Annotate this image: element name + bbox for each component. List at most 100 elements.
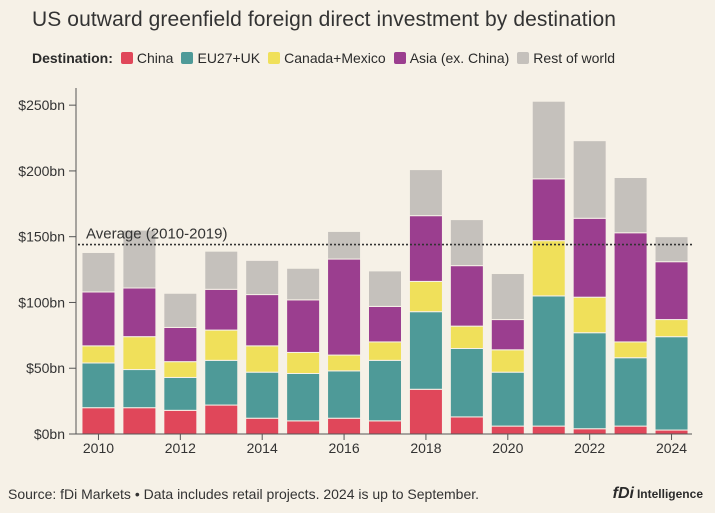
bar-segment-china-2024 [654,429,689,435]
bar-segment-asia-ex-china-2012 [163,326,198,363]
bar-segment-china-2019 [449,416,484,435]
bar-segment-eu27-uk-2011 [122,369,157,409]
bar-segment-canada-mexico-2013 [204,329,239,361]
bar-segment-eu27-uk-2016 [327,370,362,419]
bar-segment-eu27-uk-2021 [531,295,566,427]
x-tick-label: 2010 [83,440,114,456]
bar-segment-eu27-uk-2022 [572,332,607,430]
y-tick-label: $50bn [26,360,65,376]
bar-segment-rest-of-world-2023 [613,177,648,234]
legend-swatch-canada-mexico [268,52,281,64]
brand-mark: fDi [612,485,634,502]
bar-segment-asia-ex-china-2020 [490,319,525,351]
x-tick-label: 2014 [247,440,278,456]
bar-segment-china-2021 [531,425,566,435]
y-tick-label: $0bn [34,426,65,442]
bar-segment-eu27-uk-2018 [408,311,443,390]
bar-segment-asia-ex-china-2022 [572,217,607,298]
x-tick-label: 2022 [574,440,605,456]
legend-item-canada-mexico: Canada+Mexico [268,50,386,66]
bar-segment-china-2015 [286,420,321,435]
legend-swatch-china [120,52,133,64]
bar-segment-canada-mexico-2016 [327,354,362,372]
bar-segment-rest-of-world-2014 [245,259,280,296]
bar-segment-canada-mexico-2014 [245,345,280,373]
bar-segment-asia-ex-china-2011 [122,287,157,338]
bar-segment-china-2012 [163,409,198,435]
bar-segment-asia-ex-china-2014 [245,294,280,347]
x-tick-label: 2024 [656,440,687,456]
legend-label-rest-of-world: Rest of world [533,50,615,66]
x-tick-label: 2012 [165,440,196,456]
y-tick-label: $250bn [18,97,65,113]
bar-segment-china-2020 [490,425,525,435]
bar-segment-china-2017 [368,420,402,435]
bar-segment-rest-of-world-2012 [163,292,198,328]
bar-segment-eu27-uk-2012 [163,376,198,411]
bar-segment-china-2023 [613,425,648,435]
bar-segment-asia-ex-china-2013 [204,288,239,331]
legend-item-rest-of-world: Rest of world [517,50,615,66]
average-label: Average (2010-2019) [86,226,228,243]
bar-segment-asia-ex-china-2024 [654,261,689,321]
bar-segment-eu27-uk-2020 [490,371,525,427]
bar-segment-eu27-uk-2010 [81,362,116,409]
x-tick-label: 2020 [492,440,523,456]
legend-label-canada-mexico: Canada+Mexico [284,50,386,66]
bar-segment-asia-ex-china-2015 [286,299,321,353]
y-tick-label: $100bn [18,294,65,310]
bar-segment-canada-mexico-2020 [490,349,525,373]
bar-segment-rest-of-world-2017 [368,270,402,307]
bar-segment-china-2010 [81,407,116,435]
legend-label-eu27-uk: EU27+UK [197,50,261,66]
bar-segment-rest-of-world-2011 [122,229,157,289]
x-tick-label: 2018 [410,440,441,456]
bar-segment-china-2016 [327,417,362,435]
brand-name: Intelligence [636,487,703,501]
bar-segment-rest-of-world-2013 [204,250,239,290]
bar-segment-eu27-uk-2013 [204,359,239,406]
bar-segment-asia-ex-china-2010 [81,291,116,347]
bar-segment-rest-of-world-2022 [572,140,607,219]
bar-segment-rest-of-world-2020 [490,273,525,321]
bar-segment-china-2013 [204,404,239,435]
x-tick-label: 2016 [328,440,359,456]
legend: Destination: China EU27+UK Canada+Mexico… [32,50,623,66]
y-tick-label: $150bn [18,229,65,245]
bar-segment-eu27-uk-2015 [286,372,321,422]
legend-swatch-rest-of-world [517,52,530,64]
bar-segment-rest-of-world-2015 [286,267,321,301]
bar-segment-china-2011 [122,407,157,435]
legend-swatch-eu27-uk [181,52,194,64]
chart-title: US outward greenfield foreign direct inv… [32,8,617,31]
legend-swatch-asia-ex-china [393,52,406,64]
bar-segment-asia-ex-china-2019 [449,265,484,327]
legend-label-china: China [136,50,174,66]
bar-segment-canada-mexico-2022 [572,296,607,334]
bar-segment-canada-mexico-2019 [449,325,484,349]
bar-segment-china-2022 [572,428,607,435]
bar-segment-canada-mexico-2023 [613,341,648,359]
bar-segment-canada-mexico-2010 [81,345,116,364]
bar-segment-rest-of-world-2021 [531,100,566,180]
bar-segment-canada-mexico-2012 [163,361,198,378]
bar-segment-asia-ex-china-2021 [531,178,566,242]
bar-segment-china-2014 [245,417,280,435]
bar-segment-asia-ex-china-2016 [327,258,362,356]
bar-segment-canada-mexico-2017 [368,341,402,361]
y-tick-label: $200bn [18,163,65,179]
bar-segment-canada-mexico-2015 [286,351,321,374]
bar-segment-canada-mexico-2024 [654,319,689,338]
bar-segment-rest-of-world-2010 [81,251,116,293]
bar-segment-eu27-uk-2014 [245,371,280,419]
bar-segment-eu27-uk-2019 [449,348,484,418]
legend-item-asia-ex-china: Asia (ex. China) [393,50,509,66]
bar-segment-rest-of-world-2018 [408,169,443,217]
bar-segment-eu27-uk-2023 [613,357,648,427]
bar-segment-canada-mexico-2018 [408,280,443,313]
source-note: Source: fDi Markets • Data includes reta… [8,486,480,502]
bar-segment-canada-mexico-2021 [531,240,566,297]
bar-segment-asia-ex-china-2023 [613,232,648,343]
bar-segment-china-2018 [408,388,443,435]
